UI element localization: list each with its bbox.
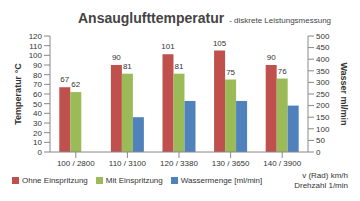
svg-text:10: 10 xyxy=(33,138,42,147)
svg-text:130 / 3650: 130 / 3650 xyxy=(212,159,250,168)
svg-text:70: 70 xyxy=(33,80,42,89)
html-text:Mit Einspritzung: Mit Einspritzung xyxy=(105,176,163,185)
svg-text:50: 50 xyxy=(33,100,42,109)
svg-text:140 / 3900: 140 / 3900 xyxy=(263,159,301,168)
html-text:Ohne Einspritzung: Ohne Einspritzung xyxy=(22,176,88,185)
svg-text:400: 400 xyxy=(316,55,330,64)
svg-text:250: 250 xyxy=(316,90,330,99)
html-text:Wassermenge [ml/min]: Wassermenge [ml/min] xyxy=(180,176,263,185)
svg-text:60: 60 xyxy=(33,90,42,99)
svg-text:40: 40 xyxy=(33,109,42,118)
svg-text:50: 50 xyxy=(316,136,325,145)
html-text:Drehzahl 1/min: Drehzahl 1/min xyxy=(294,180,348,190)
svg-text:30: 30 xyxy=(33,119,42,128)
svg-text:20: 20 xyxy=(33,129,42,138)
svg-text:90: 90 xyxy=(33,61,42,70)
svg-text:200: 200 xyxy=(316,101,330,110)
html-text:v (Rad) km/h: v (Rad) km/h xyxy=(302,170,348,180)
svg-text:Temperatur °C: Temperatur °C xyxy=(13,63,23,125)
svg-text:75: 75 xyxy=(226,68,235,77)
svg-text:110: 110 xyxy=(29,42,42,51)
svg-text:300: 300 xyxy=(316,78,330,87)
svg-text:0: 0 xyxy=(38,148,43,157)
svg-text:0: 0 xyxy=(316,148,321,157)
svg-text:90: 90 xyxy=(112,53,121,62)
svg-text:110 / 3100: 110 / 3100 xyxy=(109,159,147,168)
svg-text:101: 101 xyxy=(161,42,175,51)
svg-text:81: 81 xyxy=(123,62,132,71)
svg-text:350: 350 xyxy=(316,67,330,76)
html-text:Ansauglufttemperatur - diskret: Ansauglufttemperatur - diskrete Leistung… xyxy=(78,10,332,26)
svg-text:450: 450 xyxy=(316,43,330,52)
svg-text:150: 150 xyxy=(316,113,330,122)
svg-text:100: 100 xyxy=(29,51,43,60)
svg-text:105: 105 xyxy=(213,39,227,48)
svg-text:67: 67 xyxy=(60,75,69,84)
svg-text:90: 90 xyxy=(267,53,276,62)
svg-text:80: 80 xyxy=(33,71,42,80)
svg-text:120: 120 xyxy=(29,32,43,41)
svg-text:100 / 2800: 100 / 2800 xyxy=(57,159,95,168)
svg-text:Wasser ml/min: Wasser ml/min xyxy=(339,62,349,125)
svg-text:62: 62 xyxy=(71,80,80,89)
svg-text:81: 81 xyxy=(175,62,184,71)
svg-text:76: 76 xyxy=(278,67,287,76)
svg-text:120 / 3380: 120 / 3380 xyxy=(160,159,198,168)
svg-text:100: 100 xyxy=(316,125,330,134)
svg-text:500: 500 xyxy=(316,32,330,41)
